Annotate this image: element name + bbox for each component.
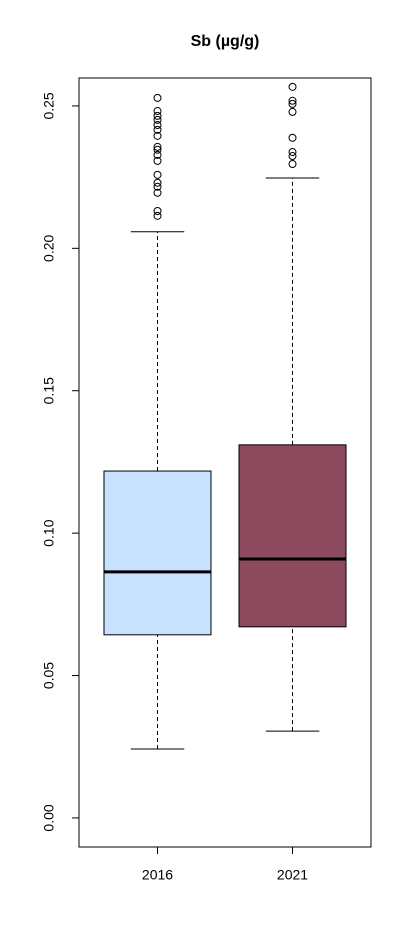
y-tick-label: 0.15 <box>41 377 57 404</box>
y-tick-label: 0.05 <box>41 662 57 689</box>
outlier <box>288 107 297 116</box>
outlier <box>288 82 297 91</box>
y-tick-label: 0.25 <box>41 92 57 119</box>
outlier <box>153 93 162 102</box>
x-tick-label: 2021 <box>277 867 308 883</box>
outlier <box>153 207 162 216</box>
outlier <box>288 133 297 142</box>
outlier <box>288 160 297 169</box>
box <box>103 470 212 636</box>
outlier <box>153 188 162 197</box>
outlier <box>153 150 162 159</box>
outlier <box>153 115 162 124</box>
outlier <box>153 156 162 165</box>
outlier <box>153 145 162 154</box>
outlier <box>153 125 162 134</box>
chart-title: Sb (µg/g) <box>191 33 260 50</box>
outlier <box>153 211 162 220</box>
outlier <box>153 131 162 140</box>
y-tick-label: 0.10 <box>41 519 57 546</box>
y-tick-label: 0.20 <box>41 234 57 261</box>
outlier <box>288 99 297 108</box>
outlier <box>153 142 162 151</box>
box <box>238 444 347 628</box>
outlier <box>288 152 297 161</box>
outlier <box>153 111 162 120</box>
x-tick-label: 2016 <box>142 867 173 883</box>
outlier <box>153 178 162 187</box>
y-tick-label: 0.00 <box>41 804 57 831</box>
outlier <box>153 170 162 179</box>
outlier <box>288 148 297 157</box>
outlier <box>153 120 162 129</box>
outlier <box>288 96 297 105</box>
outlier <box>153 107 162 116</box>
outlier <box>153 182 162 191</box>
plot-frame <box>78 77 372 848</box>
